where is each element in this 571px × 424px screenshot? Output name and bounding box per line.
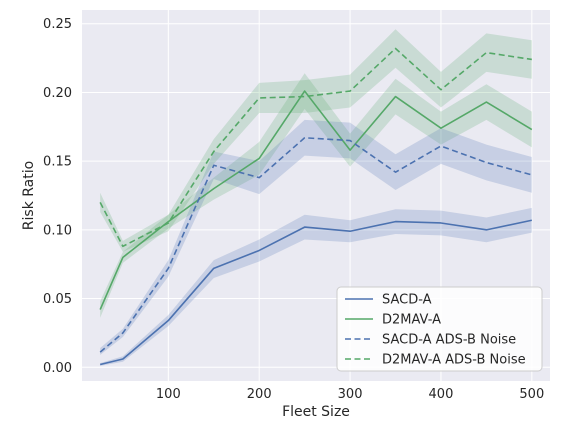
y-tick-label: 0.10 [43, 223, 72, 238]
legend-label: D2MAV-A ADS-B Noise [382, 353, 526, 368]
x-tick-label: 500 [519, 387, 544, 402]
y-tick-label: 0.20 [43, 86, 72, 101]
confidence-bands [100, 29, 532, 366]
series-lines [99, 47, 533, 366]
tick-labels: 0.00 0.05 0.10 0.15 0.20 0.25 100 200 300 400 500 [43, 17, 544, 402]
y-tick-label: 0.25 [43, 17, 72, 32]
legend-label: D2MAV-A [382, 313, 441, 328]
x-axis-label: Fleet Size [282, 404, 350, 420]
sacd-a-band [100, 207, 532, 366]
legend-label: SACD-A [382, 293, 432, 308]
d2mav-a-ads-b-noise-line [99, 47, 532, 248]
x-tick-label: 400 [429, 387, 454, 402]
legend-box [336, 286, 543, 372]
x-tick-label: 200 [247, 387, 272, 402]
legend: SACD-A D2MAV-A SACD-A ADS-B Noise D2MAV-A A… [336, 286, 543, 372]
d2mav-a-ads-b-noise-band [100, 29, 532, 252]
x-tick-label: 100 [156, 387, 181, 402]
sacd-a-line [99, 219, 532, 366]
sacd-a-ads-b-noise-line [99, 136, 533, 353]
y-tick-label: 0.00 [43, 361, 72, 376]
d2mav-a-band [100, 73, 532, 318]
x-tick-label: 300 [338, 387, 363, 402]
y-tick-label: 0.05 [43, 292, 72, 307]
legend-label: SACD-A ADS-B Noise [382, 333, 516, 348]
y-axis-label: Risk Ratio [21, 161, 37, 230]
sacd-a-ads-b-noise-band [100, 119, 532, 355]
y-tick-label: 0.15 [43, 155, 72, 170]
d2mav-a-line [99, 90, 533, 310]
